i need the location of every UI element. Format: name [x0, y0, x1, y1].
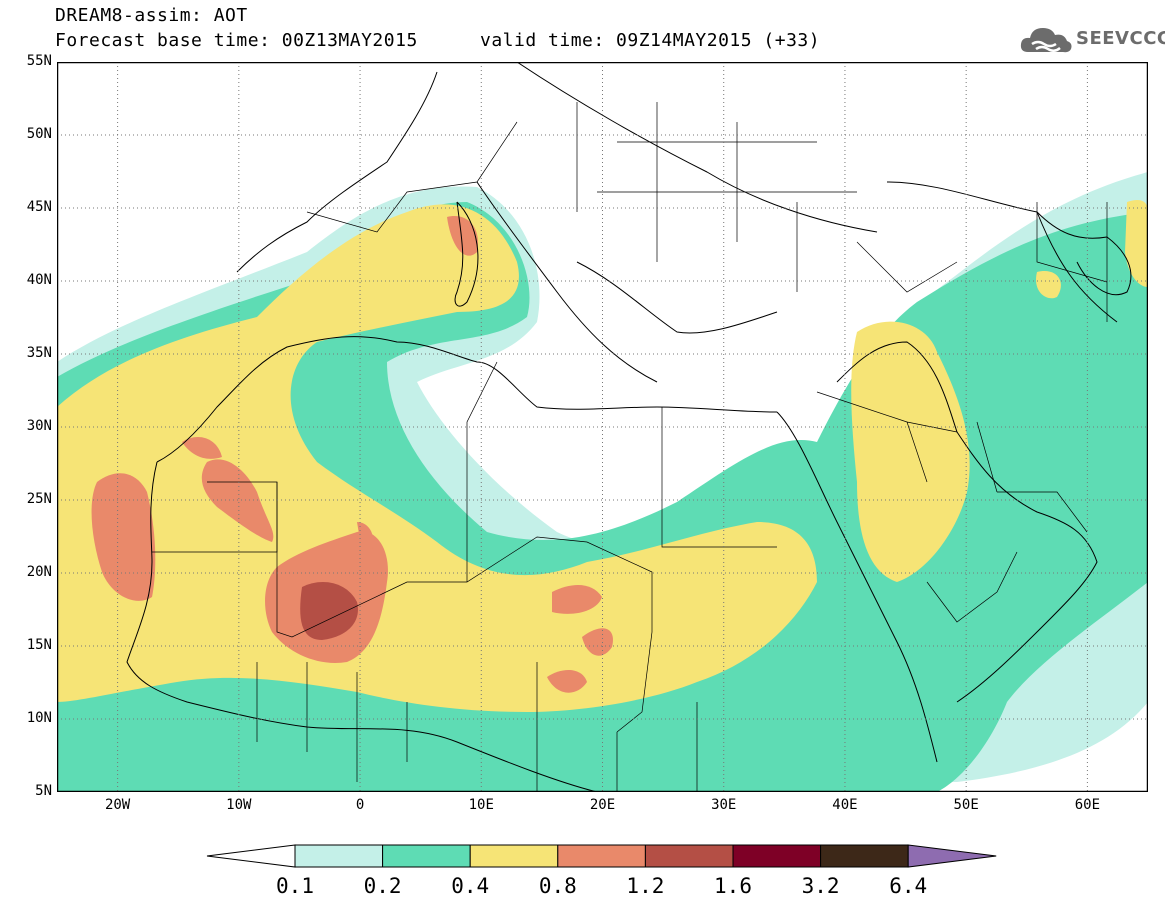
lat-tick-label: 50N	[26, 126, 52, 142]
lat-tick-label: 25N	[26, 491, 52, 507]
lat-tick-label: 45N	[26, 199, 52, 215]
colorbar-under-triangle	[206, 844, 296, 868]
colorbar-level-label: 0.4	[451, 874, 489, 898]
coastlines	[126, 62, 1132, 792]
forecast-base-time: Forecast base time: 00Z13MAY2015	[55, 30, 418, 51]
colorbar-box	[820, 844, 909, 868]
lat-tick-label: 20N	[26, 564, 52, 580]
lon-tick-label: 20E	[589, 797, 616, 813]
gridlines	[57, 62, 1148, 792]
colorbar-box	[469, 844, 559, 868]
lon-tick-label: 10E	[468, 797, 494, 813]
country-borders	[152, 102, 1108, 792]
cloud-icon	[1020, 28, 1072, 53]
lat-tick-label: 55N	[26, 53, 52, 69]
colorbar-level-label: 0.2	[364, 874, 402, 898]
colorbar-level-label: 3.2	[802, 874, 840, 898]
map-title: DREAM8-assim: AOT	[55, 5, 248, 26]
colorbar-level-label: 6.4	[889, 874, 927, 898]
lon-tick-label: 60E	[1074, 797, 1101, 813]
colorbar-level-label: 1.2	[626, 874, 664, 898]
colorbar-level-label: 0.8	[539, 874, 577, 898]
colorbar-over-triangle	[907, 844, 997, 868]
lon-tick-label: 10W	[226, 797, 252, 813]
colorbar-box	[557, 844, 646, 868]
colorbar-box	[382, 844, 471, 868]
lat-tick-label: 35N	[26, 345, 52, 361]
lon-tick-label: 40E	[832, 797, 858, 813]
colorbar-labels: 0.1 0.2 0.4 0.8 1.2 1.6 3.2 6.4	[276, 874, 927, 898]
colorbar-level-label: 1.6	[714, 874, 752, 898]
colorbar-level-label: 0.1	[276, 874, 314, 898]
map-frame	[57, 62, 1148, 792]
aot-map	[57, 62, 1148, 792]
lat-tick-label: 5N	[35, 783, 52, 799]
seevccc-logo: SEEVCCC	[1018, 22, 1165, 58]
aot-field	[57, 172, 1148, 792]
lat-tick-label: 30N	[26, 418, 52, 434]
colorbar: 0.1 0.2 0.4 0.8 1.2 1.6 3.2 6.4	[206, 844, 997, 898]
logo-text: SEEVCCC	[1076, 28, 1165, 49]
lon-tick-label: 30E	[711, 797, 737, 813]
colorbar-box	[732, 844, 822, 868]
lat-tick-label: 15N	[26, 637, 52, 653]
lat-tick-label: 10N	[26, 710, 52, 726]
colorbar-box	[294, 844, 384, 868]
valid-time: valid time: 09Z14MAY2015 (+33)	[480, 30, 821, 51]
colorbar-boxes	[206, 844, 997, 868]
colorbar-box	[644, 844, 734, 868]
lon-tick-label: 20W	[104, 797, 131, 813]
lat-tick-label: 40N	[26, 272, 52, 288]
lon-tick-label: 0	[355, 797, 365, 813]
lon-tick-label: 50E	[953, 797, 979, 813]
